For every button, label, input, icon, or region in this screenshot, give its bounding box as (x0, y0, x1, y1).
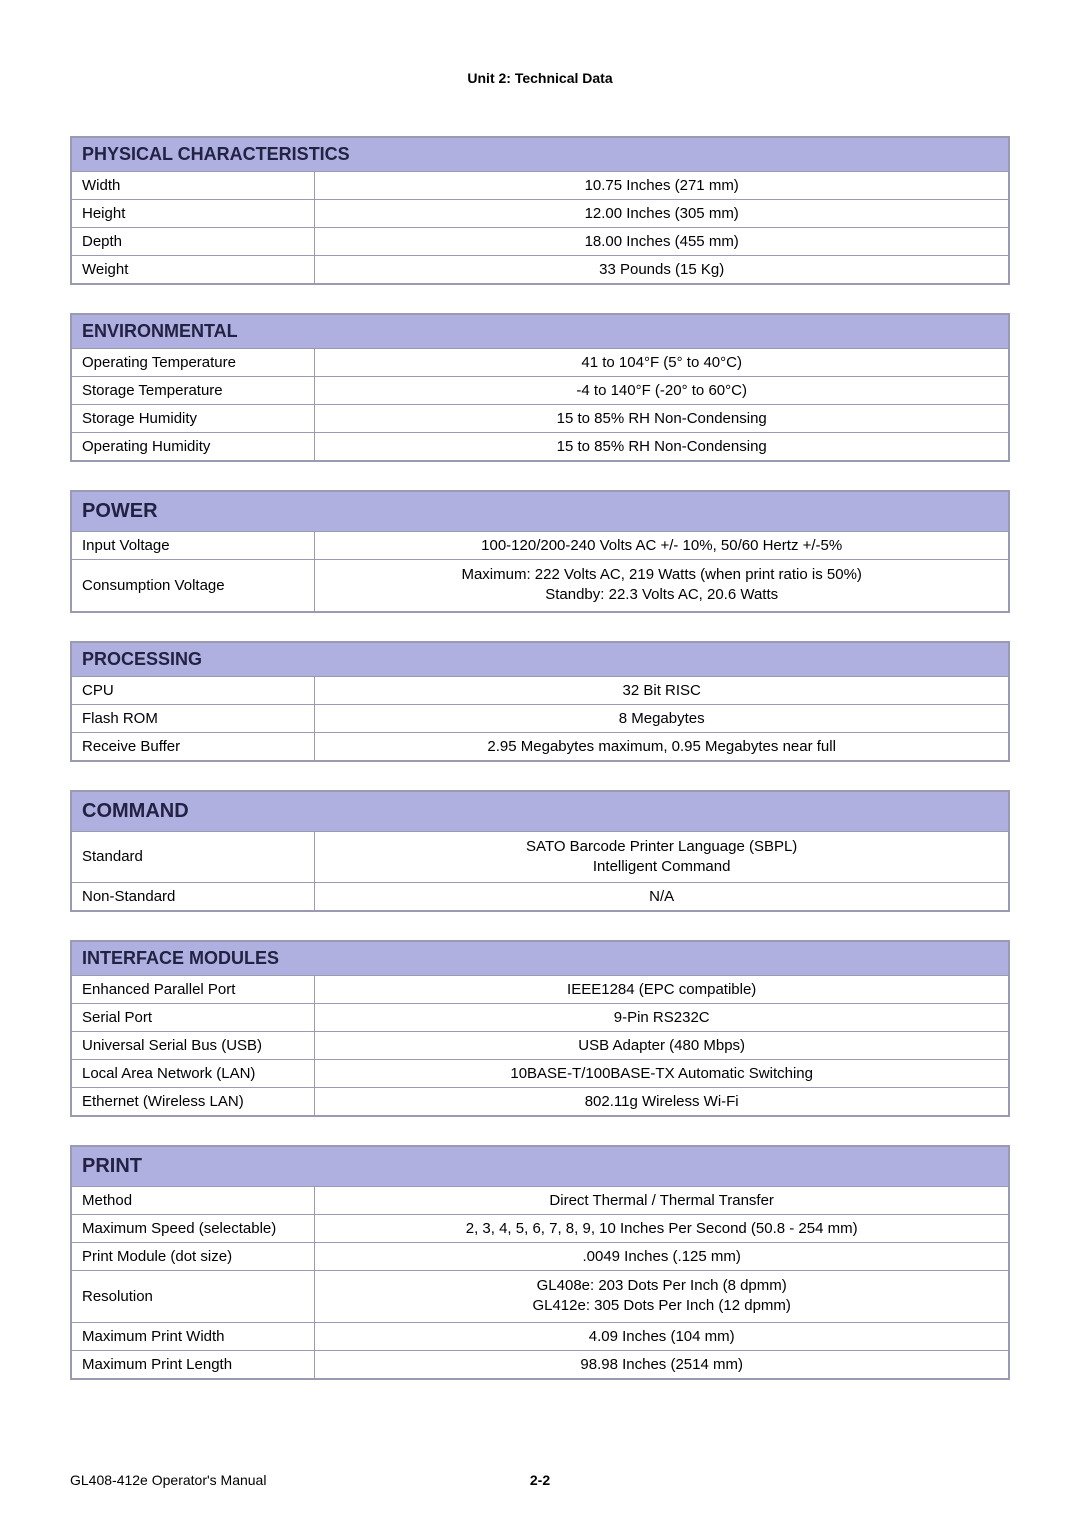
row-label: Maximum Print Width (71, 1322, 315, 1350)
table-row: Operating Humidity15 to 85% RH Non-Conde… (71, 433, 1009, 462)
row-value: 15 to 85% RH Non-Condensing (315, 433, 1009, 462)
table-row: Maximum Print Length98.98 Inches (2514 m… (71, 1350, 1009, 1379)
row-value: N/A (315, 883, 1009, 912)
row-label: Receive Buffer (71, 732, 315, 761)
table-row: Depth18.00 Inches (455 mm) (71, 228, 1009, 256)
print-table: PRINT MethodDirect Thermal / Thermal Tra… (70, 1145, 1010, 1380)
row-value: 9-Pin RS232C (315, 1004, 1009, 1032)
row-label: Operating Temperature (71, 349, 315, 377)
row-label: Universal Serial Bus (USB) (71, 1032, 315, 1060)
row-label: Standard (71, 831, 315, 883)
processing-table: PROCESSING CPU32 Bit RISC Flash ROM8 Meg… (70, 641, 1010, 762)
row-value: 41 to 104°F (5° to 40°C) (315, 349, 1009, 377)
row-label: Weight (71, 256, 315, 285)
table-row: Storage Temperature-4 to 140°F (-20° to … (71, 377, 1009, 405)
table-row: Weight33 Pounds (15 Kg) (71, 256, 1009, 285)
row-label: Ethernet (Wireless LAN) (71, 1088, 315, 1117)
row-value: SATO Barcode Printer Language (SBPL)Inte… (315, 831, 1009, 883)
environmental-title: ENVIRONMENTAL (71, 314, 1009, 349)
row-label: Storage Temperature (71, 377, 315, 405)
table-row: Local Area Network (LAN)10BASE-T/100BASE… (71, 1060, 1009, 1088)
physical-characteristics-table: PHYSICAL CHARACTERISTICS Width10.75 Inch… (70, 136, 1010, 285)
row-label: Enhanced Parallel Port (71, 976, 315, 1004)
table-row: CPU32 Bit RISC (71, 676, 1009, 704)
row-value: 12.00 Inches (305 mm) (315, 200, 1009, 228)
row-value: -4 to 140°F (-20° to 60°C) (315, 377, 1009, 405)
table-row: Serial Port9-Pin RS232C (71, 1004, 1009, 1032)
row-value: 32 Bit RISC (315, 676, 1009, 704)
row-value: 8 Megabytes (315, 704, 1009, 732)
row-label: Non-Standard (71, 883, 315, 912)
row-value: 100-120/200-240 Volts AC +/- 10%, 50/60 … (315, 532, 1009, 560)
unit-header: Unit 2: Technical Data (70, 70, 1010, 86)
table-row: Consumption VoltageMaximum: 222 Volts AC… (71, 560, 1009, 612)
table-row: Height12.00 Inches (305 mm) (71, 200, 1009, 228)
table-row: Non-StandardN/A (71, 883, 1009, 912)
row-label: Input Voltage (71, 532, 315, 560)
row-label: Serial Port (71, 1004, 315, 1032)
page: Unit 2: Technical Data PHYSICAL CHARACTE… (0, 0, 1080, 1528)
row-value: 2, 3, 4, 5, 6, 7, 8, 9, 10 Inches Per Se… (315, 1215, 1009, 1243)
row-label: Resolution (71, 1271, 315, 1323)
environmental-table: ENVIRONMENTAL Operating Temperature41 to… (70, 313, 1010, 462)
row-label: Storage Humidity (71, 405, 315, 433)
row-value: 10.75 Inches (271 mm) (315, 172, 1009, 200)
row-value: GL408e: 203 Dots Per Inch (8 dpmm)GL412e… (315, 1271, 1009, 1323)
table-row: Width10.75 Inches (271 mm) (71, 172, 1009, 200)
page-footer: GL408-412e Operator's Manual 2-2 (70, 1472, 1010, 1488)
power-title: POWER (71, 491, 1009, 532)
processing-title: PROCESSING (71, 642, 1009, 677)
row-label: Method (71, 1187, 315, 1215)
table-row: Maximum Print Width4.09 Inches (104 mm) (71, 1322, 1009, 1350)
row-label: Print Module (dot size) (71, 1243, 315, 1271)
row-label: Height (71, 200, 315, 228)
row-value: 15 to 85% RH Non-Condensing (315, 405, 1009, 433)
row-value: 10BASE-T/100BASE-TX Automatic Switching (315, 1060, 1009, 1088)
row-label: Local Area Network (LAN) (71, 1060, 315, 1088)
row-value: 802.11g Wireless Wi-Fi (315, 1088, 1009, 1117)
row-label: Consumption Voltage (71, 560, 315, 612)
print-title: PRINT (71, 1146, 1009, 1187)
row-label: Depth (71, 228, 315, 256)
command-table: COMMAND StandardSATO Barcode Printer Lan… (70, 790, 1010, 913)
table-row: Receive Buffer2.95 Megabytes maximum, 0.… (71, 732, 1009, 761)
row-label: Maximum Print Length (71, 1350, 315, 1379)
row-value: USB Adapter (480 Mbps) (315, 1032, 1009, 1060)
row-label: Flash ROM (71, 704, 315, 732)
footer-left: GL408-412e Operator's Manual (70, 1472, 266, 1488)
row-value: IEEE1284 (EPC compatible) (315, 976, 1009, 1004)
row-label: Operating Humidity (71, 433, 315, 462)
interface-title: INTERFACE MODULES (71, 941, 1009, 976)
table-row: Maximum Speed (selectable)2, 3, 4, 5, 6,… (71, 1215, 1009, 1243)
physical-title: PHYSICAL CHARACTERISTICS (71, 137, 1009, 172)
table-row: StandardSATO Barcode Printer Language (S… (71, 831, 1009, 883)
table-row: Operating Temperature41 to 104°F (5° to … (71, 349, 1009, 377)
row-value: 18.00 Inches (455 mm) (315, 228, 1009, 256)
table-row: ResolutionGL408e: 203 Dots Per Inch (8 d… (71, 1271, 1009, 1323)
row-value: 2.95 Megabytes maximum, 0.95 Megabytes n… (315, 732, 1009, 761)
row-label: Maximum Speed (selectable) (71, 1215, 315, 1243)
power-table: POWER Input Voltage100-120/200-240 Volts… (70, 490, 1010, 613)
table-row: Ethernet (Wireless LAN)802.11g Wireless … (71, 1088, 1009, 1117)
row-value: 4.09 Inches (104 mm) (315, 1322, 1009, 1350)
row-label: CPU (71, 676, 315, 704)
row-value: 33 Pounds (15 Kg) (315, 256, 1009, 285)
command-title: COMMAND (71, 791, 1009, 832)
row-value: 98.98 Inches (2514 mm) (315, 1350, 1009, 1379)
table-row: Universal Serial Bus (USB)USB Adapter (4… (71, 1032, 1009, 1060)
table-row: MethodDirect Thermal / Thermal Transfer (71, 1187, 1009, 1215)
row-value: Maximum: 222 Volts AC, 219 Watts (when p… (315, 560, 1009, 612)
table-row: Enhanced Parallel PortIEEE1284 (EPC comp… (71, 976, 1009, 1004)
table-row: Storage Humidity15 to 85% RH Non-Condens… (71, 405, 1009, 433)
row-label: Width (71, 172, 315, 200)
table-row: Flash ROM8 Megabytes (71, 704, 1009, 732)
table-row: Print Module (dot size).0049 Inches (.12… (71, 1243, 1009, 1271)
table-row: Input Voltage100-120/200-240 Volts AC +/… (71, 532, 1009, 560)
page-number: 2-2 (530, 1472, 550, 1488)
row-value: .0049 Inches (.125 mm) (315, 1243, 1009, 1271)
interface-modules-table: INTERFACE MODULES Enhanced Parallel Port… (70, 940, 1010, 1117)
row-value: Direct Thermal / Thermal Transfer (315, 1187, 1009, 1215)
